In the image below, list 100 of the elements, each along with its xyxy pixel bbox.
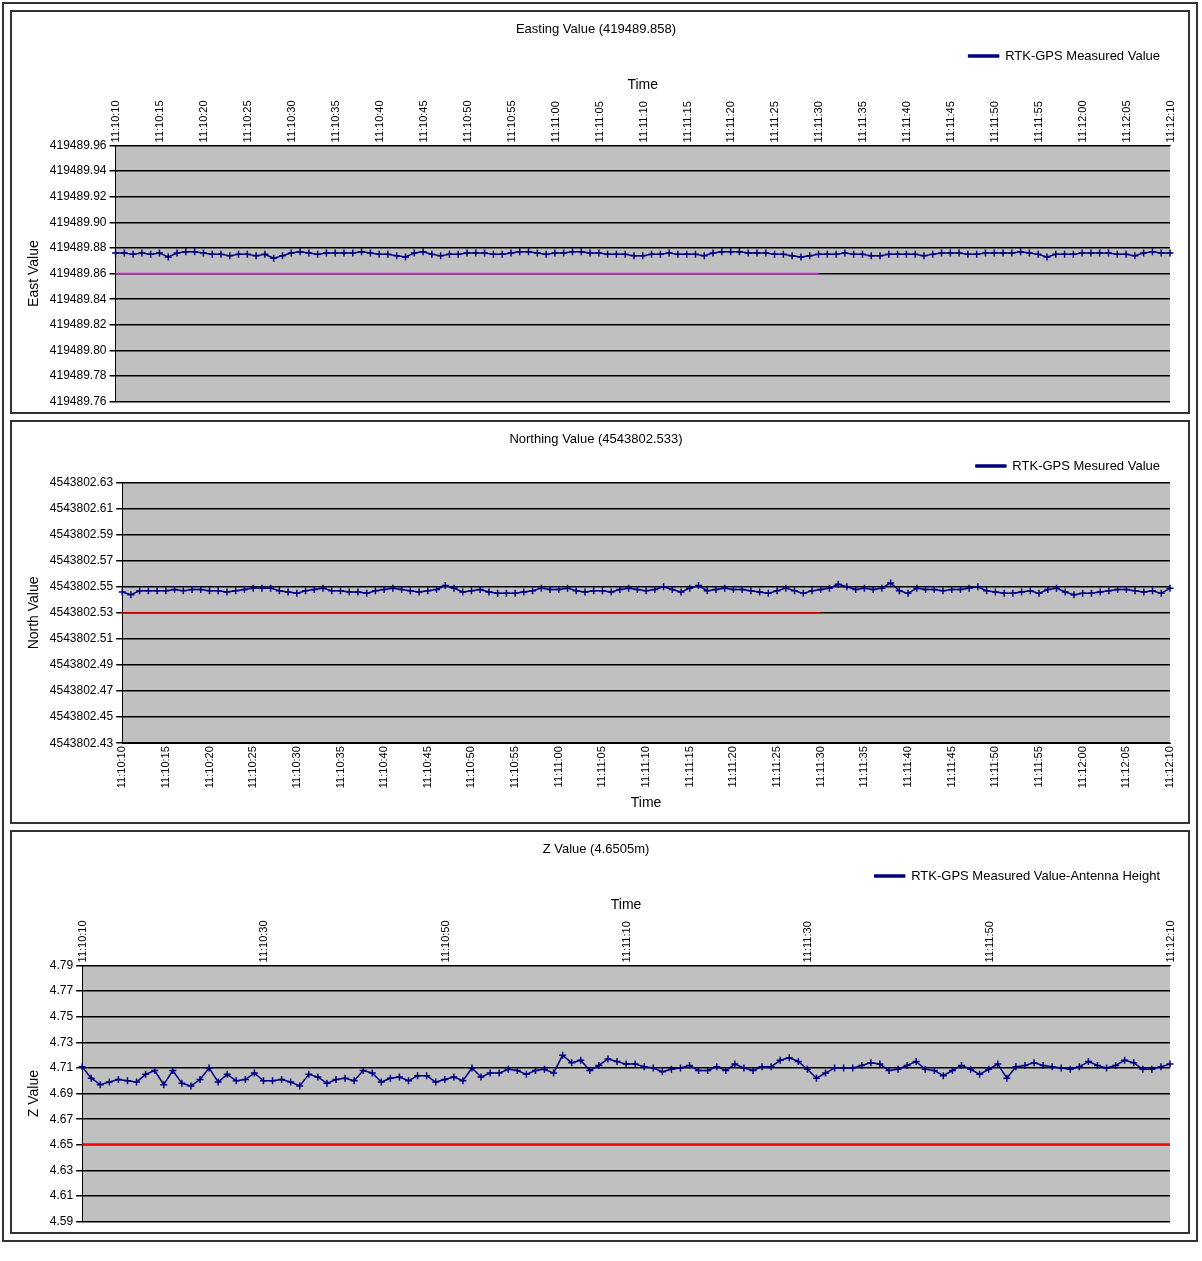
y-tick-label: 419489.88 [49,240,107,255]
x-tick-label: 11:11:05 [592,101,605,143]
x-tick-label: 11:12:00 [1075,746,1088,789]
y-tick-label: 4.71 [49,1060,74,1075]
x-tick-label: 11:11:15 [680,101,693,143]
x-tick-label: 11:12:00 [1075,100,1088,143]
x-tick-label: 11:10:20 [202,746,215,789]
x-tick-label: 11:11:35 [856,101,869,143]
y-tick-label: 4.73 [49,1034,74,1049]
x-tick-label: 11:10:10 [75,920,88,963]
x-tick-label: 11:11:55 [1032,746,1045,788]
y-tick-label: 419489.94 [49,163,107,178]
x-tick-label: 11:11:05 [595,746,608,788]
y-axis-title: Z Value [25,1069,42,1118]
x-tick-label: 11:10:55 [508,746,521,789]
x-tick-label: 11:11:55 [1032,101,1045,143]
x-tick-label: 11:10:15 [153,100,166,143]
y-tick-label: 4543802.61 [49,500,114,515]
x-tick-label: 11:10:35 [333,746,346,789]
x-tick-label: 11:10:50 [438,920,451,963]
x-tick-label: 11:12:10 [1163,746,1176,789]
x-axis-title: Time [630,794,662,811]
x-tick-label: 11:11:30 [801,921,814,963]
x-tick-label: 11:11:50 [988,101,1001,143]
chart-title: Northing Value (4543802.533) [509,431,683,447]
y-tick-label: 419489.78 [49,368,107,383]
y-tick-label: 419489.76 [49,394,107,409]
x-tick-label: 11:11:00 [548,101,561,143]
y-tick-label: 419489.96 [49,137,107,152]
legend-label: RTK-GPS Mesured Value [1012,457,1161,473]
legend-label: RTK-GPS Measured Value-Antenna Height [911,867,1161,883]
y-tick-label: 4.69 [49,1085,74,1100]
x-tick-label: 11:12:05 [1119,100,1132,143]
legend-label: RTK-GPS Measured Value [1005,47,1161,63]
x-tick-label: 11:10:55 [504,100,517,143]
x-axis-title: Time [610,895,642,912]
x-tick-label: 11:11:10 [639,746,652,788]
x-tick-label: 11:10:30 [257,920,270,963]
x-tick-label: 11:10:40 [377,746,390,789]
x-tick-label: 11:11:40 [901,746,914,788]
x-tick-label: 11:11:25 [768,101,781,143]
x-tick-label: 11:11:10 [636,101,649,143]
y-tick-label: 4.59 [49,1214,74,1229]
y-axis-title: North Value [25,576,42,650]
x-tick-label: 11:10:30 [289,746,302,789]
y-tick-label: 4543802.63 [49,474,114,489]
chart-title: Easting Value (419489.858) [515,21,677,37]
y-tick-label: 4.77 [49,983,74,998]
y-tick-label: 4.63 [49,1162,74,1177]
x-tick-label: 11:11:25 [770,746,783,788]
x-tick-label: 11:11:15 [682,746,695,788]
x-tick-label: 11:10:10 [109,100,122,143]
x-tick-label: 11:11:30 [813,746,826,788]
y-tick-label: 4.61 [49,1188,74,1203]
x-tick-label: 11:10:25 [246,746,259,789]
y-axis-title: East Value [25,240,42,307]
y-tick-label: 4543802.51 [49,631,114,646]
x-tick-label: 11:10:50 [460,100,473,143]
y-tick-label: 4543802.47 [49,683,114,698]
y-tick-label: 4543802.57 [49,553,114,568]
y-tick-label: 419489.90 [49,214,107,229]
x-tick-label: 11:10:45 [420,746,433,789]
x-tick-label: 11:11:35 [857,746,870,788]
x-tick-label: 11:11:30 [812,101,825,143]
x-tick-label: 11:10:50 [464,746,477,789]
y-tick-label: 419489.80 [49,342,107,357]
x-tick-label: 11:11:00 [551,746,564,788]
x-tick-label: 11:11:20 [724,101,737,143]
x-axis-title: Time [627,75,659,92]
x-tick-label: 11:10:15 [158,746,171,789]
y-tick-label: 419489.92 [49,188,107,203]
x-tick-label: 11:11:45 [944,746,957,788]
x-tick-label: 11:11:50 [988,746,1001,788]
x-tick-label: 11:11:10 [619,921,632,963]
y-tick-label: 419489.82 [49,317,107,332]
x-tick-label: 11:11:40 [900,101,913,143]
x-tick-label: 11:10:30 [285,100,298,143]
y-tick-label: 4.65 [49,1137,74,1152]
x-tick-label: 11:10:40 [372,100,385,143]
x-tick-label: 11:10:35 [329,100,342,143]
x-tick-label: 11:12:10 [1163,920,1176,963]
y-tick-label: 4543802.59 [49,527,114,542]
x-tick-label: 11:10:25 [241,100,254,143]
y-tick-label: 4.75 [49,1008,74,1023]
x-tick-label: 11:10:20 [197,100,210,143]
y-tick-label: 419489.86 [49,265,107,280]
x-tick-label: 11:12:10 [1163,100,1176,143]
y-tick-label: 4543802.43 [49,735,114,750]
x-tick-label: 11:12:05 [1119,746,1132,789]
x-tick-label: 11:10:10 [115,746,128,789]
x-tick-label: 11:10:45 [416,100,429,143]
x-tick-label: 11:11:20 [726,746,739,788]
y-tick-label: 4543802.49 [49,657,114,672]
y-tick-label: 419489.84 [49,291,107,306]
x-tick-label: 11:11:50 [982,921,995,963]
y-tick-label: 4543802.53 [49,605,114,620]
y-tick-label: 4543802.55 [49,579,114,594]
chart-title: Z Value (4.6505m) [542,841,650,857]
y-tick-label: 4.67 [49,1111,74,1126]
y-tick-label: 4.79 [49,957,74,972]
